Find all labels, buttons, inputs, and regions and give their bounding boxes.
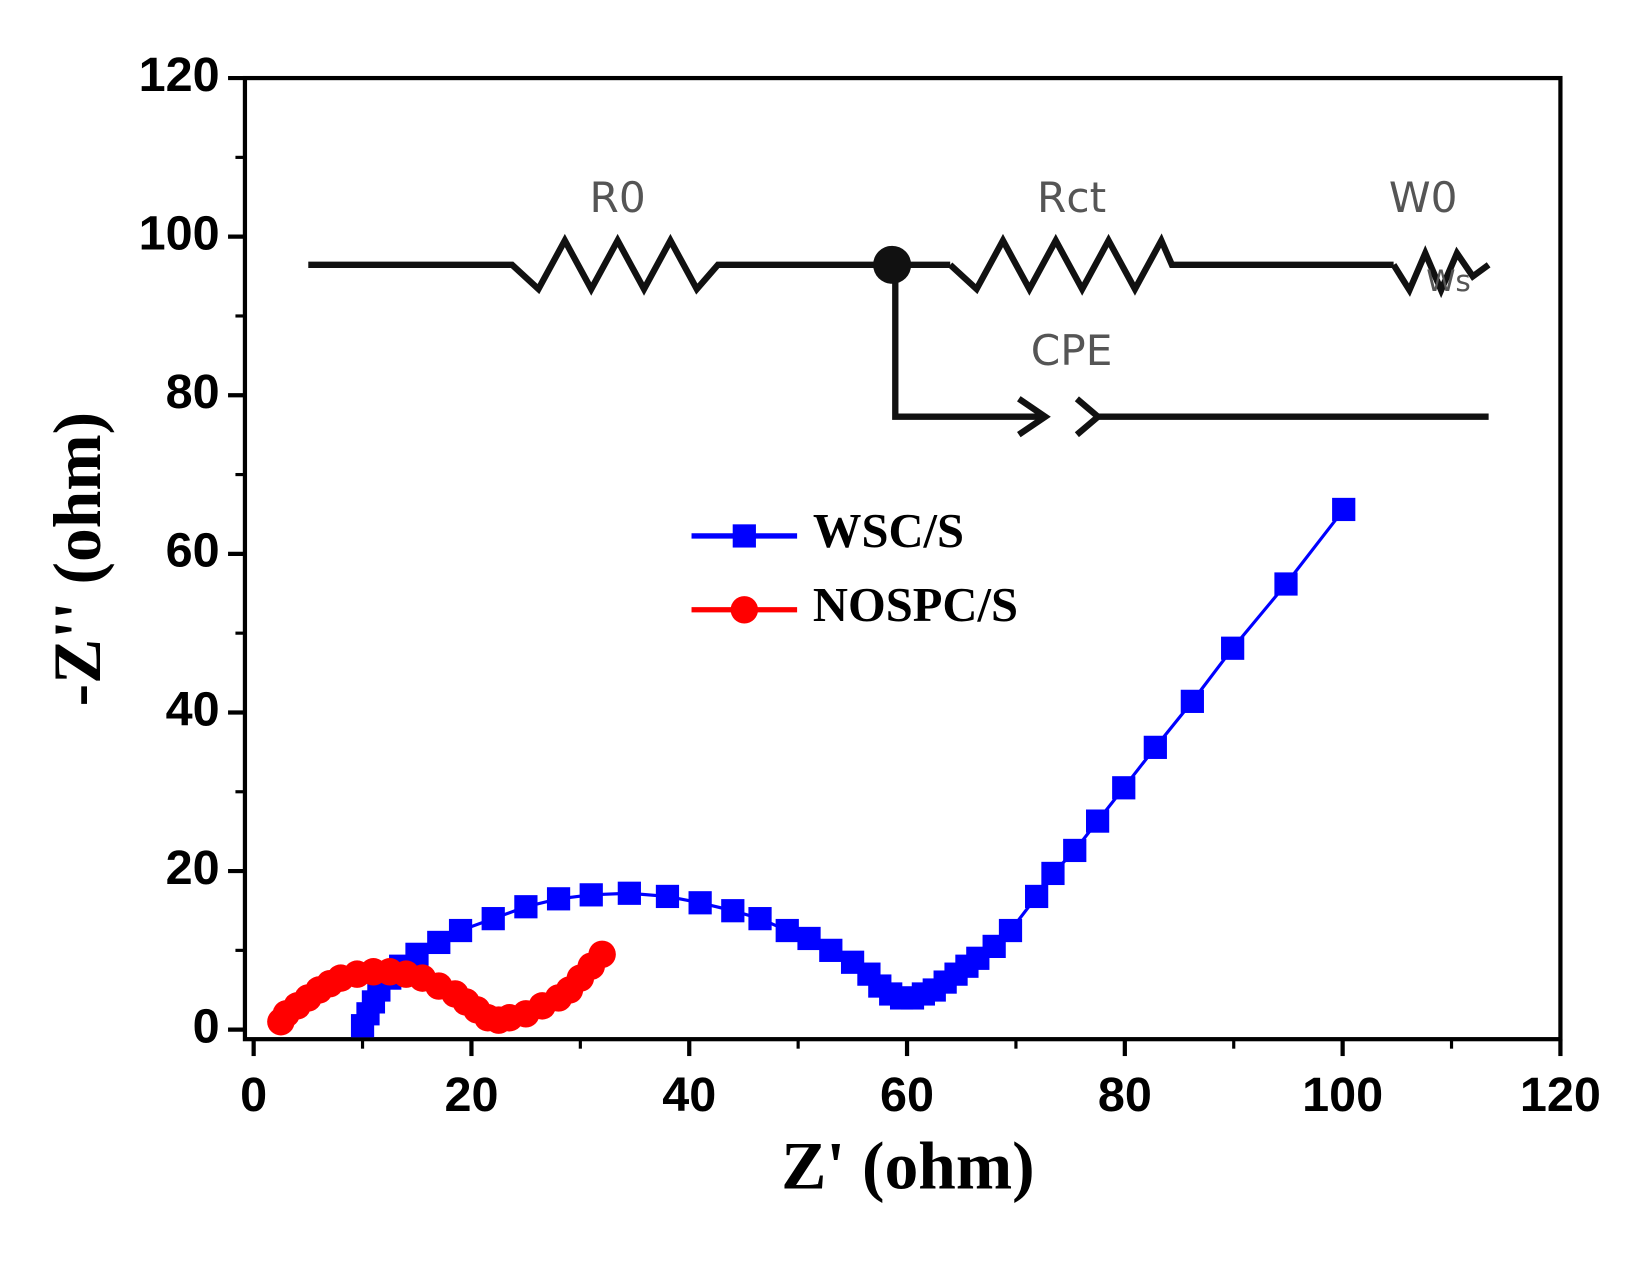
data-point [448,918,473,943]
annotation: Rct [1037,173,1106,222]
data-point [748,907,772,931]
y-tick-label: 40 [166,682,220,736]
data-point [1063,838,1087,863]
data-point [1025,884,1049,909]
data-point [546,887,571,911]
y-axis-label: -Z'' (ohm) [40,412,115,706]
data-point [1221,636,1245,660]
y-tick-label: 80 [166,365,220,419]
data-point [1143,735,1167,759]
x-tick-label: 80 [1098,1068,1152,1122]
plot-frame [242,75,1563,1042]
y-tick-label: 120 [139,48,220,102]
data-point [1274,572,1298,596]
data-point [688,891,712,915]
x-tick-label: 120 [1520,1068,1601,1122]
data-point [998,918,1023,943]
data-point [1085,809,1110,833]
legend-marker [730,596,759,624]
data-point [1041,861,1065,886]
x-tick-label: 0 [240,1068,267,1122]
legend-marker [732,524,756,548]
data-point [514,895,538,919]
annotation: R0 [590,173,646,222]
data-point [797,926,821,951]
y-tick-label: 60 [166,524,220,578]
data-point [588,940,616,969]
annotation: Ws [1426,264,1471,298]
data-point [1332,497,1356,522]
legend-label: NOSPC/S [813,579,1018,632]
x-tick-label: 40 [662,1068,716,1122]
circuit-inset [308,233,1491,438]
data-point [819,938,843,962]
data-point [617,881,641,905]
legend-label: WSC/S [813,505,964,558]
x-tick-label: 20 [444,1068,498,1122]
data-point [427,930,451,955]
data-point [579,883,603,907]
x-tick-label: 60 [880,1068,934,1122]
y-tick-label: 0 [193,999,220,1053]
data-point [1112,776,1136,800]
data-point [481,907,505,931]
y-tick-label: 100 [139,207,220,261]
data-point [1180,689,1204,713]
annotation: W0 [1389,173,1458,222]
x-tick-label: 100 [1302,1068,1383,1122]
data-point [721,899,745,923]
data-point [775,918,799,943]
x-axis-label: Z' (ohm) [781,1129,1034,1204]
y-tick-label: 20 [166,841,220,895]
annotation: CPE [1031,326,1113,375]
data-point [405,942,429,966]
data-point [655,884,680,909]
